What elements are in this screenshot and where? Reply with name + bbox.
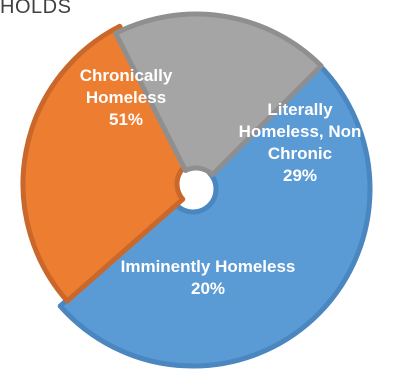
- slice-label-literally-homeless-non-chronic: Literally Homeless, Non Chronic 29%: [239, 100, 362, 185]
- pie-slice-imminently-homeless: [113, 11, 324, 178]
- chart-title: HOLDS: [0, 0, 72, 18]
- slice-name-line: Imminently Homeless: [121, 257, 296, 276]
- slice-label-chronically-homeless: Chronically Homeless 51%: [80, 66, 173, 129]
- slice-name-line: Homeless: [86, 88, 166, 107]
- slice-value-label: 51%: [109, 110, 143, 129]
- slice-name-line: Literally: [267, 100, 333, 119]
- slice-value-label: 29%: [283, 166, 317, 185]
- slice-name-line: Chronically: [80, 66, 173, 85]
- slice-label-imminently-homeless: Imminently Homeless 20%: [121, 257, 296, 298]
- pie-slice-chronically-homeless: [57, 61, 373, 369]
- slice-name-line: Chronic: [268, 144, 332, 163]
- slice-name-line: Homeless, Non: [239, 122, 362, 141]
- slice-value-label: 20%: [191, 279, 225, 298]
